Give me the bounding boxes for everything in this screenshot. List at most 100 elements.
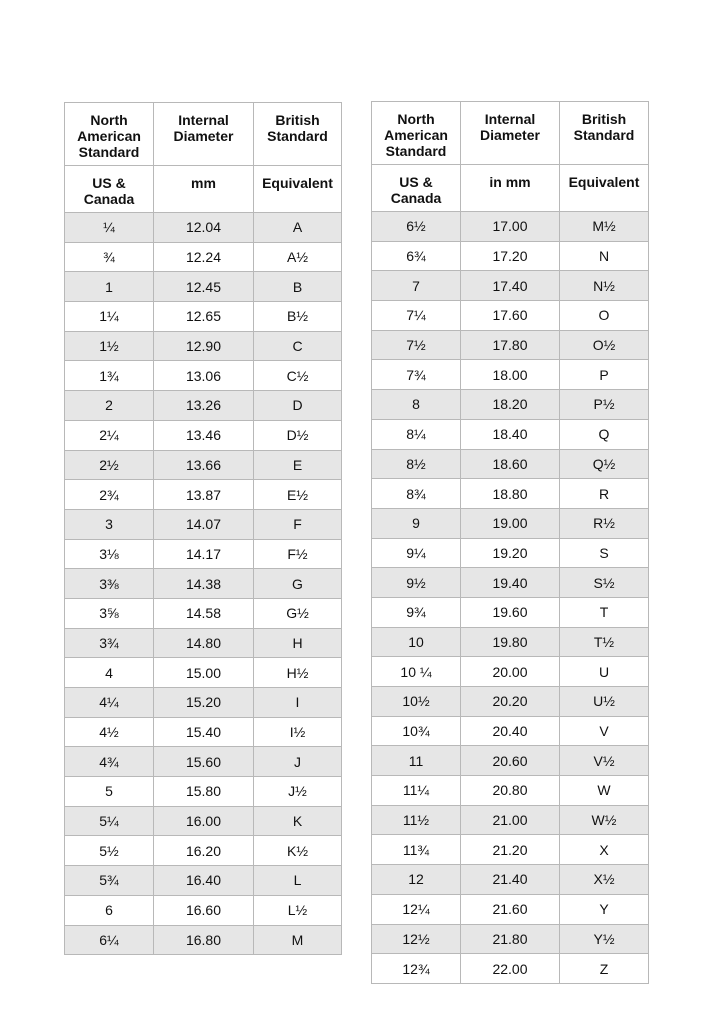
cell: 17.40 (460, 270, 560, 302)
cell: Y (559, 893, 649, 925)
data-row: 3⅜ 14.38 G (64, 568, 342, 599)
cell: A½ (253, 241, 342, 273)
cell: 18.60 (460, 448, 560, 480)
cell: 16.80 (153, 924, 254, 956)
cell: X (559, 834, 649, 866)
data-row: 9¼ 19.20 S (371, 537, 649, 569)
cell: 16.60 (153, 894, 254, 926)
cell: C½ (253, 360, 342, 392)
cell: 15.80 (153, 776, 254, 807)
cell: 17.20 (460, 240, 560, 272)
cell: 6 (64, 894, 154, 926)
cell: H½ (253, 657, 342, 688)
cell: 2 (64, 390, 154, 421)
cell: 2¼ (64, 419, 154, 451)
cell: 2½ (64, 449, 154, 481)
data-row: 4¼ 15.20 I (64, 687, 342, 718)
cell: 21.20 (460, 834, 560, 866)
cell: 11½ (371, 804, 461, 836)
data-row: 9 19.00 R½ (371, 507, 649, 539)
data-row: 11½ 21.00 W½ (371, 804, 649, 836)
data-row: 6 16.60 L½ (64, 894, 342, 926)
cell: 6½ (371, 211, 461, 242)
data-row: 1 12.45 B (64, 271, 342, 303)
cell: 16.20 (153, 835, 254, 867)
cell: K (253, 805, 342, 837)
data-row: 2½ 13.66 E (64, 449, 342, 481)
data-row: 11¼ 20.80 W (371, 775, 649, 806)
data-row: 2 13.26 D (64, 390, 342, 421)
cell: G½ (253, 597, 342, 629)
data-row: 12 21.40 X½ (371, 864, 649, 895)
cell: 12.04 (153, 212, 254, 243)
cell: 10 ¼ (371, 656, 461, 687)
data-row: 11 20.60 V½ (371, 745, 649, 777)
cell: 5¼ (64, 805, 154, 837)
data-row: 12¾ 22.00 Z (371, 953, 649, 984)
cell: R (559, 478, 649, 509)
cell: 4¼ (64, 687, 154, 718)
cell: 14.38 (153, 568, 254, 599)
data-row: ¾ 12.24 A½ (64, 241, 342, 273)
cell: 14.07 (153, 508, 254, 540)
cell: 7½ (371, 329, 461, 361)
cell: B (253, 271, 342, 303)
data-row: 6¾ 17.20 N (371, 240, 649, 272)
data-row: 7¼ 17.60 O (371, 300, 649, 331)
cell: 16.00 (153, 805, 254, 837)
header-row: North American Standard Internal Diameter… (64, 102, 342, 166)
data-row: 4½ 15.40 I½ (64, 716, 342, 748)
data-row: 6¼ 16.80 M (64, 924, 342, 956)
cell: F½ (253, 538, 342, 570)
header-cell: Internal Diameter (153, 102, 254, 166)
cell: 9½ (371, 567, 461, 598)
header-cell: Equivalent (559, 164, 649, 212)
cell: ¼ (64, 212, 154, 243)
header-cell: mm (153, 165, 254, 213)
data-row: 8¾ 18.80 R (371, 478, 649, 509)
data-row: 11¾ 21.20 X (371, 834, 649, 866)
cell: T (559, 596, 649, 628)
data-row: 2¾ 13.87 E½ (64, 479, 342, 510)
cell: 1½ (64, 330, 154, 362)
cell: 16.40 (153, 865, 254, 896)
cell: 17.80 (460, 329, 560, 361)
cell: U½ (559, 686, 649, 717)
cell: 5 (64, 776, 154, 807)
cell: 12.65 (153, 301, 254, 332)
cell: 8¾ (371, 478, 461, 509)
cell: 12.45 (153, 271, 254, 303)
cell: 19.20 (460, 537, 560, 569)
size-table: North American Standard Internal Diameter… (371, 101, 649, 984)
cell: 11¼ (371, 775, 461, 806)
cell: 9¾ (371, 596, 461, 628)
cell: X½ (559, 864, 649, 895)
cell: G (253, 568, 342, 599)
data-row: 5¾ 16.40 L (64, 865, 342, 896)
cell: 4½ (64, 716, 154, 748)
data-row: 9¾ 19.60 T (371, 596, 649, 628)
cell: N (559, 240, 649, 272)
cell: W (559, 775, 649, 806)
cell: 18.20 (460, 389, 560, 420)
cell: A (253, 212, 342, 243)
cell: 20.80 (460, 775, 560, 806)
data-row: 3⅛ 14.17 F½ (64, 538, 342, 570)
cell: 17.00 (460, 211, 560, 242)
cell: 5¾ (64, 865, 154, 896)
cell: 5½ (64, 835, 154, 867)
cell: Q½ (559, 448, 649, 480)
cell: J (253, 746, 342, 778)
cell: 20.40 (460, 715, 560, 747)
cell: U (559, 656, 649, 687)
data-row: 1½ 12.90 C (64, 330, 342, 362)
cell: E½ (253, 479, 342, 510)
cell: 21.60 (460, 893, 560, 925)
header-cell: British Standard (559, 101, 649, 165)
cell: 11¾ (371, 834, 461, 866)
cell: 13.87 (153, 479, 254, 510)
cell: 4 (64, 657, 154, 688)
cell: 15.20 (153, 687, 254, 718)
cell: Y½ (559, 923, 649, 955)
